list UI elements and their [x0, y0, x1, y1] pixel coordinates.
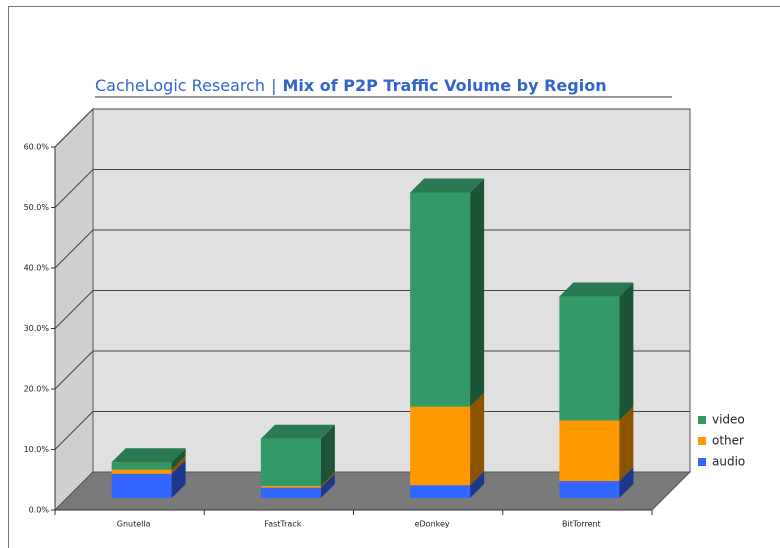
chart-title: CacheLogic Research | Mix of P2P Traffic V…	[95, 76, 607, 95]
x-tick-label: Gnutella	[117, 520, 151, 529]
bar-segment	[410, 192, 471, 407]
grid-line	[54, 229, 94, 269]
bar-top	[410, 178, 485, 193]
title: Mix of P2P Traffic Volume by Region	[282, 76, 606, 95]
bar-segment	[260, 438, 321, 486]
bar-side	[320, 471, 335, 488]
x-tick-label: BitTorrent	[562, 520, 601, 529]
bar-side	[171, 459, 186, 498]
bar-top	[260, 424, 335, 439]
y-tick-label: 10.0%	[24, 445, 50, 454]
bar-segment	[559, 296, 620, 421]
bar-side	[619, 406, 634, 482]
y-tick-label: 30.0%	[24, 324, 50, 333]
grid-line	[54, 290, 94, 329]
bar-segment	[260, 487, 321, 498]
bar-segment	[111, 473, 172, 498]
bar-segment	[111, 462, 172, 470]
bar-side	[171, 455, 186, 474]
y-tick-label: 40.0%	[24, 264, 50, 273]
x-tick-label: eDonkey	[415, 520, 450, 529]
source: CacheLogic Research	[95, 76, 265, 95]
bar-top	[559, 282, 634, 297]
bar-side	[171, 448, 186, 470]
separator: |	[271, 76, 276, 95]
legend-label: video	[712, 413, 745, 427]
y-tick-label: 20.0%	[24, 385, 50, 394]
bar-side	[470, 471, 485, 498]
bar-segment	[111, 469, 172, 474]
x-tick-label: FastTrack	[264, 520, 301, 529]
bar-side	[619, 467, 634, 498]
legend-label: other	[712, 434, 744, 448]
bar-segment	[260, 485, 321, 488]
legend-label: audio	[712, 455, 745, 469]
bar-side	[320, 424, 335, 486]
bar-side	[619, 282, 634, 421]
grid-line	[54, 411, 94, 450]
grid-line	[54, 350, 94, 390]
legend-swatch	[698, 437, 706, 445]
y-tick-label: 50.0%	[24, 203, 50, 212]
y-tick-label: 60.0%	[24, 143, 50, 152]
y-tick-label: 0.0%	[29, 506, 50, 515]
grid-line	[54, 169, 94, 208]
bar-side	[470, 178, 485, 407]
bar-segment	[559, 420, 620, 482]
grid-line	[54, 108, 94, 148]
legend-swatch	[698, 458, 706, 466]
bar-side	[470, 392, 485, 486]
legend-swatch	[698, 416, 706, 424]
bar-side	[320, 473, 335, 498]
bar-top	[111, 448, 186, 463]
bar-segment	[410, 485, 471, 498]
frame	[8, 6, 780, 548]
bar-segment	[410, 406, 471, 486]
bar-segment	[559, 481, 620, 498]
